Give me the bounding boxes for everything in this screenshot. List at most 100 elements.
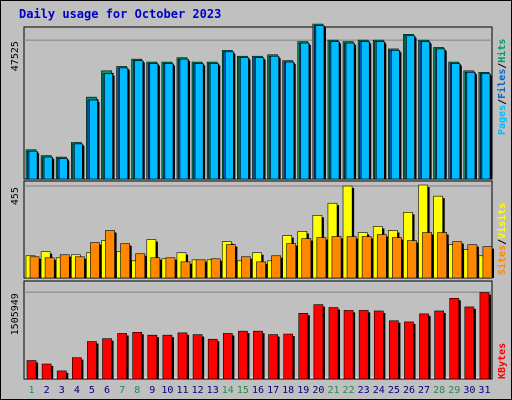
sites-bar [482, 246, 493, 279]
sites-bar [256, 261, 266, 279]
pages-bar [73, 143, 83, 180]
sites-bar [74, 256, 85, 279]
sites-bar [331, 236, 342, 279]
pages-bar [481, 73, 491, 180]
kbytes-bar [222, 333, 233, 380]
x-tick-label: 21 [327, 385, 339, 396]
pages-bar [89, 99, 98, 180]
sites-bar [437, 232, 448, 279]
kbytes-bar [343, 310, 354, 380]
x-tick-label: 2 [44, 385, 50, 396]
x-tick-label: 25 [388, 385, 400, 396]
sites-bar [452, 241, 463, 279]
pages-bar [360, 41, 370, 180]
pages-bar [315, 25, 325, 180]
legend-hits-files-pages-part: Hits [496, 39, 508, 63]
kbytes-bar [192, 334, 203, 380]
legend-hits-files-pages-part: / [497, 63, 508, 69]
x-tick-label: 27 [418, 385, 430, 396]
kbytes-bar [358, 310, 369, 380]
x-tick-label: 17 [267, 385, 279, 396]
pages-bar [104, 73, 113, 180]
legend-hits-files-pages-part: Pages [497, 105, 508, 135]
x-tick-label: 31 [478, 385, 490, 396]
pages-bar [194, 63, 204, 180]
pages-bar [300, 42, 310, 180]
chart-title: Daily usage for October 2023 [19, 7, 222, 21]
x-tick-label: 5 [89, 385, 95, 396]
pages-bar [240, 57, 249, 180]
sites-bar [29, 256, 40, 279]
sites-bar [120, 243, 130, 279]
pages-bar [466, 72, 476, 180]
sites-bar [316, 237, 327, 279]
kbytes-bar [313, 304, 324, 380]
x-tick-label: 24 [373, 385, 385, 396]
sites-bar [407, 240, 417, 279]
kbytes-bar [132, 332, 143, 380]
y-axis-max-label-1: 47525 [10, 41, 21, 71]
pages-bar [164, 63, 174, 180]
legend-kbytes-part: KBytes [497, 343, 508, 379]
x-tick-label: 22 [343, 385, 355, 396]
x-tick-label: 16 [252, 385, 264, 396]
sites-bar [422, 232, 432, 279]
kbytes-bar [87, 341, 97, 380]
kbytes-bar [283, 333, 294, 380]
legend-hits-files-pages: Pages/Files/Hits [496, 39, 508, 135]
pages-bar [451, 63, 461, 180]
sites-bar [210, 258, 221, 279]
pages-bar [406, 35, 415, 180]
kbytes-bar [419, 313, 429, 380]
y-axis-max-label-2: 455 [10, 187, 21, 205]
x-tick-label: 11 [176, 385, 188, 396]
x-tick-label: 29 [448, 385, 460, 396]
pages-bar [436, 48, 446, 180]
legend-sites-visits: Sites/Visits [496, 203, 508, 275]
x-tick-label: 23 [358, 385, 370, 396]
x-tick-label: 9 [149, 385, 155, 396]
x-tick-label: 4 [74, 385, 80, 396]
pages-bar [270, 55, 279, 180]
legend-sites-visits-part: / [497, 239, 508, 245]
sites-bar [361, 236, 372, 279]
x-tick-label: 19 [297, 385, 309, 396]
kbytes-bar [434, 310, 445, 380]
x-tick-label: 14 [222, 385, 234, 396]
x-tick-label: 15 [237, 385, 249, 396]
pages-bar [43, 156, 53, 180]
sites-bar [301, 238, 312, 279]
sites-bar [241, 256, 251, 279]
kbytes-bar [71, 357, 82, 380]
kbytes-bar [268, 334, 278, 380]
x-tick-label: 6 [104, 385, 110, 396]
pages-bar [421, 41, 430, 180]
x-tick-label: 20 [312, 385, 324, 396]
pages-bar [119, 67, 128, 180]
kbytes-bar [404, 321, 414, 380]
sites-bar [286, 243, 297, 279]
x-tick-label: 8 [134, 385, 140, 396]
x-tick-label: 26 [403, 385, 415, 396]
sites-bar [44, 257, 55, 279]
sites-bar [467, 244, 478, 279]
kbytes-bar [102, 338, 112, 380]
y-axis-max-label-3: 1505949 [10, 293, 21, 335]
sites-bar [180, 261, 191, 279]
kbytes-bar [177, 332, 188, 380]
x-tick-label: 30 [463, 385, 475, 396]
pages-bar [375, 41, 385, 180]
pages-bar [345, 42, 355, 180]
pages-bar [255, 57, 264, 180]
x-tick-label: 3 [59, 385, 65, 396]
pages-bar [179, 58, 189, 180]
kbytes-bar [298, 312, 309, 380]
pages-bar [285, 61, 295, 180]
x-tick-label: 7 [119, 385, 125, 396]
x-tick-label: 13 [207, 385, 219, 396]
sites-bar [346, 236, 357, 279]
pages-bar [330, 41, 340, 180]
kbytes-bar [253, 330, 263, 380]
